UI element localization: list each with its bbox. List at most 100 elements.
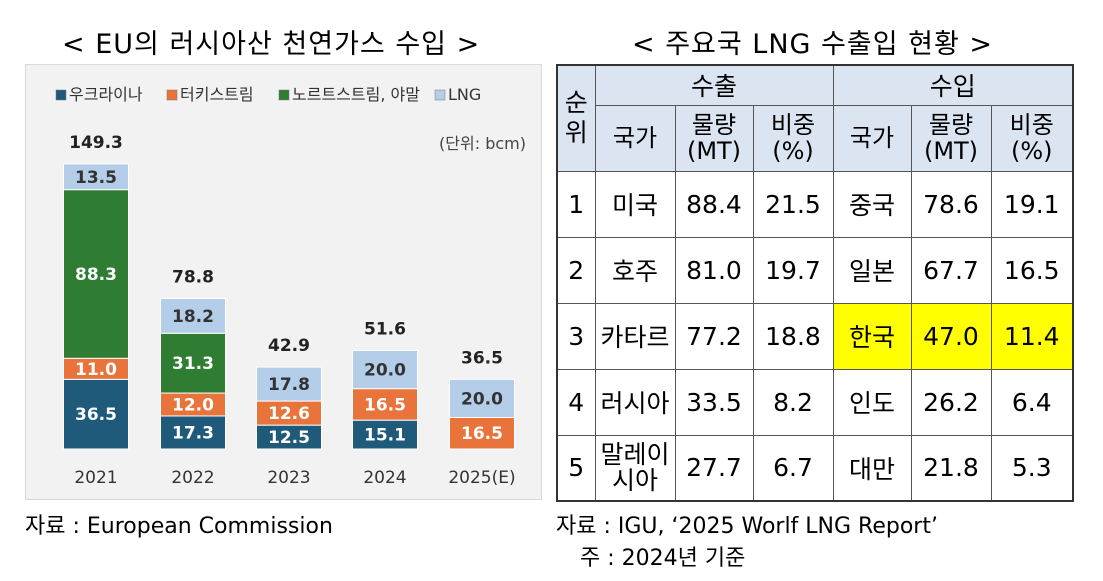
export-share-cell: 6.7 xyxy=(752,434,834,502)
import-country-cell: 인도 xyxy=(832,368,912,436)
data-label-2021-3: 88.3 xyxy=(75,265,117,285)
data-label-2022-4: 18.2 xyxy=(172,307,214,327)
stacked-bar-chart: 우크라이나 터키스트림 노르트스트림, 야말 LNG (단위: bcm) 36.5 11.0… xyxy=(55,85,526,488)
export-volume-cell: 88.4 xyxy=(674,170,754,238)
right-source-note: 자료 : IGU, ‘2025 Worlf LNG Report’ xyxy=(556,514,938,539)
import-country-header: 국가 xyxy=(832,104,912,172)
import-volume-cell: 78.6 xyxy=(910,170,992,238)
total-label-2021: 149.3 xyxy=(69,133,123,153)
export-volume-cell: 33.5 xyxy=(674,368,754,436)
legend-label-2: 터키스트림 xyxy=(180,85,254,104)
export-country-cell: 미국 xyxy=(594,170,676,238)
bar-segment-2022-1 xyxy=(160,415,226,450)
bar-segment-2023-4 xyxy=(256,366,322,402)
bar-segment-2024-1 xyxy=(352,419,418,450)
import-country-cell: 대만 xyxy=(832,434,912,502)
rank-cell: 2 xyxy=(556,236,596,304)
import-share-cell: 11.4 xyxy=(990,302,1074,370)
data-label-2025(E)-4: 20.0 xyxy=(461,389,503,409)
export-volume-cell: 81.0 xyxy=(674,236,754,304)
import-volume-header: 물량 (MT) xyxy=(910,104,992,172)
import-volume-cell: 47.0 xyxy=(910,302,992,370)
rank-cell: 3 xyxy=(556,302,596,370)
export-country-cell: 카타르 xyxy=(594,302,676,370)
table-row: 5 말레이 시아 27.7 6.7 대만 21.8 5.3 xyxy=(556,434,1074,502)
total-label-2023: 42.9 xyxy=(268,336,310,356)
data-label-2023-2: 12.6 xyxy=(268,404,310,424)
legend-swatch-2 xyxy=(166,89,178,101)
legend-label-3: 노르트스트림, 야말 xyxy=(292,85,420,104)
data-label-2024-4: 20.0 xyxy=(364,361,406,381)
bar-segment-2022-4 xyxy=(160,298,226,334)
left-source-note: 자료 : European Commission xyxy=(25,514,333,539)
x-tick-2024: 2024 xyxy=(363,468,406,488)
data-label-2023-1: 12.5 xyxy=(268,428,310,448)
legend-label-4: LNG xyxy=(448,85,481,104)
import-volume-cell: 21.8 xyxy=(910,434,992,502)
data-label-2023-4: 17.8 xyxy=(268,375,310,395)
bar-segment-2021-4 xyxy=(63,163,129,191)
bar-segment-2021-1 xyxy=(63,378,129,450)
total-label-2022: 78.8 xyxy=(172,268,214,288)
bar-segment-2022-3 xyxy=(160,332,226,394)
import-header: 수입 xyxy=(832,64,1074,106)
import-country-cell: 일본 xyxy=(832,236,912,304)
x-tick-2021: 2021 xyxy=(74,468,117,488)
import-country-cell: 한국 xyxy=(832,302,912,370)
data-label-2021-4: 13.5 xyxy=(75,168,117,188)
export-volume-cell: 77.2 xyxy=(674,302,754,370)
right-footnote: 주 : 2024년 기준 xyxy=(580,546,746,571)
import-share-header: 비중 (%) xyxy=(990,104,1074,172)
bar-segment-2025(E)-4 xyxy=(449,378,515,418)
import-volume-cell: 67.7 xyxy=(910,236,992,304)
total-label-2025(E): 36.5 xyxy=(461,348,503,368)
export-share-cell: 18.8 xyxy=(752,302,834,370)
table-row: 1 미국 88.4 21.5 중국 78.6 19.1 xyxy=(556,170,1074,238)
x-tick-2022: 2022 xyxy=(171,468,214,488)
right-heading: < 주요국 LNG 수출입 현황 > xyxy=(632,29,994,60)
data-label-2022-3: 31.3 xyxy=(172,354,214,374)
table-row: 3 카타르 77.2 18.8 한국 47.0 11.4 xyxy=(556,302,1074,370)
legend-swatch-1 xyxy=(55,89,67,101)
data-label-2021-2: 11.0 xyxy=(75,360,117,380)
x-tick-2025(E): 2025(E) xyxy=(448,468,515,488)
bar-segment-2024-2 xyxy=(352,388,418,421)
import-share-cell: 16.5 xyxy=(990,236,1074,304)
data-label-2025(E)-2: 16.5 xyxy=(461,424,503,444)
data-label-2021-1: 36.5 xyxy=(75,405,117,425)
data-label-2024-1: 15.1 xyxy=(364,426,406,446)
export-country-cell: 호주 xyxy=(594,236,676,304)
legend-swatch-4 xyxy=(434,89,446,101)
x-tick-2023: 2023 xyxy=(267,468,310,488)
bar-segment-2024-4 xyxy=(352,349,418,390)
rank-cell: 5 xyxy=(556,434,596,502)
export-volume-header: 물량 (MT) xyxy=(674,104,754,172)
rank-cell: 4 xyxy=(556,368,596,436)
data-label-2022-2: 12.0 xyxy=(172,396,214,416)
export-country-header: 국가 xyxy=(594,104,676,172)
export-country-cell: 러시아 xyxy=(594,368,676,436)
total-label-2024: 51.6 xyxy=(364,319,406,339)
rank-cell: 1 xyxy=(556,170,596,238)
data-label-2024-2: 16.5 xyxy=(364,395,406,415)
export-share-header: 비중 (%) xyxy=(752,104,834,172)
bar-segment-2025(E)-2 xyxy=(449,416,515,450)
import-country-cell: 중국 xyxy=(832,170,912,238)
export-volume-cell: 27.7 xyxy=(674,434,754,502)
import-share-cell: 6.4 xyxy=(990,368,1074,436)
export-country-cell: 말레이 시아 xyxy=(594,434,676,502)
table-row: 2 호주 81.0 19.7 일본 67.7 16.5 xyxy=(556,236,1074,304)
export-share-cell: 19.7 xyxy=(752,236,834,304)
table-row: 4 러시아 33.5 8.2 인도 26.2 6.4 xyxy=(556,368,1074,436)
data-label-2022-1: 17.3 xyxy=(172,423,214,443)
export-share-cell: 8.2 xyxy=(752,368,834,436)
import-volume-cell: 26.2 xyxy=(910,368,992,436)
export-header: 수출 xyxy=(594,64,834,106)
chart-panel: 우크라이나 터키스트림 노르트스트림, 야말 LNG (단위: bcm) 36.5 11.0… xyxy=(25,64,542,500)
legend-label-1: 우크라이나 xyxy=(69,85,143,104)
legend-swatch-3 xyxy=(278,89,290,101)
unit-note: (단위: bcm) xyxy=(439,134,526,153)
export-share-cell: 21.5 xyxy=(752,170,834,238)
